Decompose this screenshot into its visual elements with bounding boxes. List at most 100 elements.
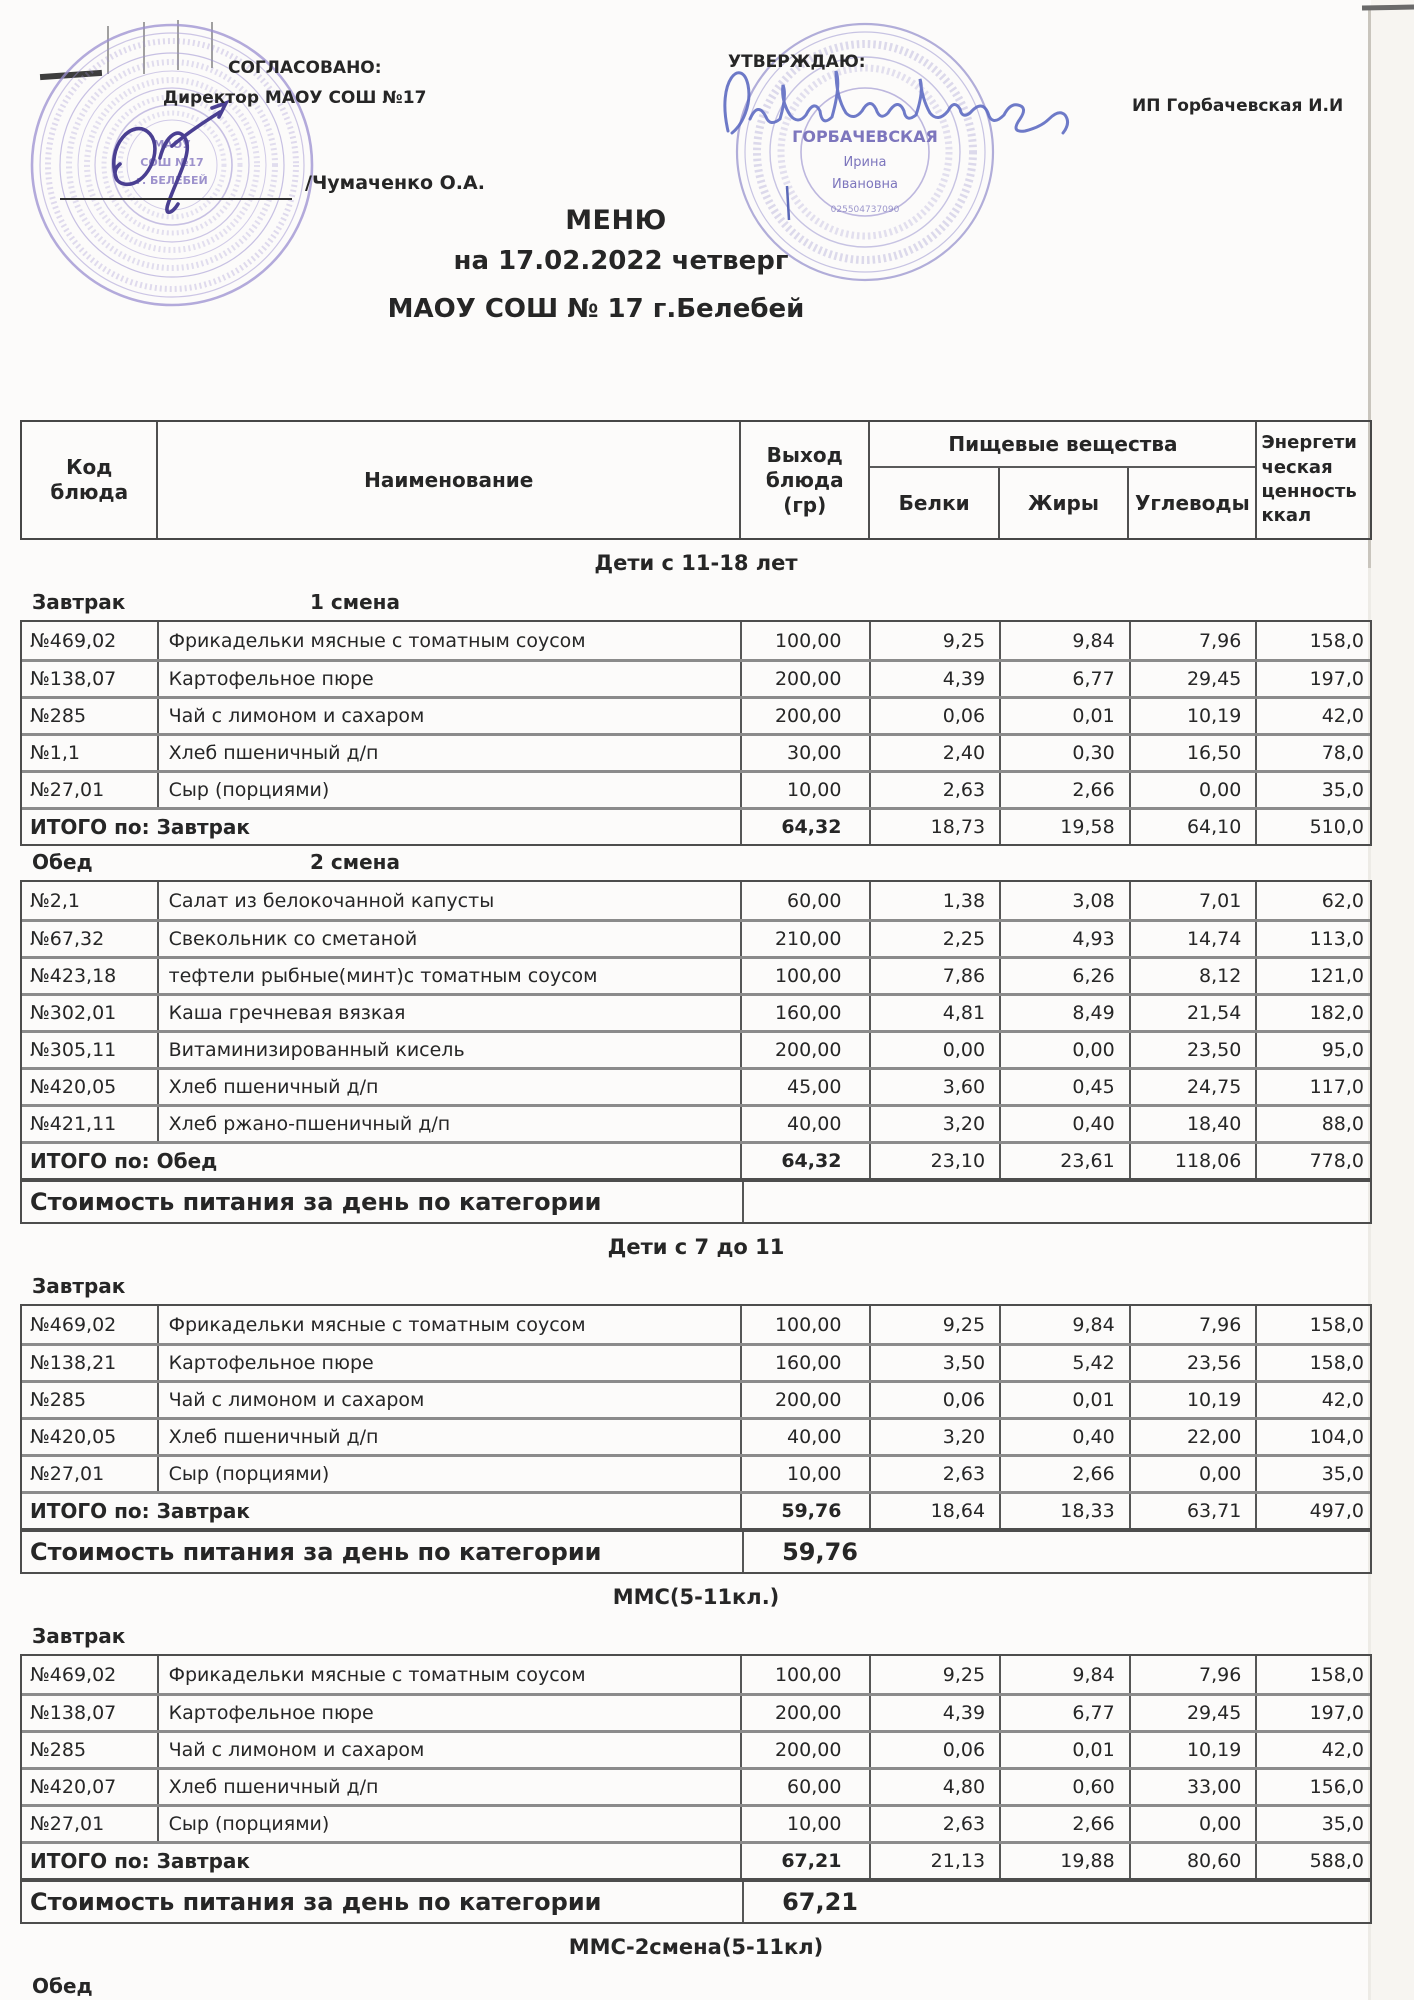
school-round-stamp: МАОУ СОШ №17 г. БЕЛЕБЕЙ — [30, 23, 314, 307]
table-row: №27,01 Сыр (порциями) 10,00 2,63 2,66 0,00 35,… — [22, 1454, 1370, 1491]
dish-protein: 3,50 — [871, 1346, 1002, 1380]
dish-protein: 4,39 — [871, 1696, 1002, 1730]
cost-row: Стоимость питания за день по категории 59… — [22, 1532, 1370, 1572]
dish-energy: 158,0 — [1309, 1352, 1364, 1374]
dish-energy: 35,0 — [1321, 1813, 1364, 1835]
category-band: ММС(5-11кл.) — [20, 1574, 1372, 1620]
meal-grid: №469,02 Фрикадельки мясные с томатным соу… — [20, 620, 1372, 846]
total-value: 510,0 — [1309, 816, 1364, 838]
dish-fat: 0,30 — [1001, 736, 1131, 770]
dish-protein: 0,06 — [871, 699, 1002, 733]
dish-protein: 3,60 — [871, 1070, 1002, 1104]
dish-fat: 2,66 — [1001, 1807, 1131, 1841]
dish-carbs: 24,75 — [1131, 1070, 1258, 1104]
dish-carbs: 7,96 — [1131, 1306, 1258, 1343]
dish-fat: 6,77 — [1001, 662, 1131, 696]
dish-protein: 4,81 — [871, 996, 1002, 1030]
dish-code: №420,05 — [22, 1420, 159, 1454]
dish-carbs: 0,00 — [1131, 773, 1258, 807]
dish-output: 200,00 — [742, 699, 872, 733]
dish-carbs: 23,50 — [1131, 1033, 1258, 1067]
dish-energy: 88,0 — [1321, 1113, 1364, 1135]
dish-carbs: 16,50 — [1131, 736, 1258, 770]
dish-carbs: 7,96 — [1131, 622, 1258, 659]
total-value: 64,32 — [742, 1144, 872, 1178]
dish-carbs: 22,00 — [1131, 1420, 1258, 1454]
director-name: /Чумаченко О.А. — [305, 172, 485, 194]
dish-name: Хлеб пшеничный д/п — [159, 1070, 742, 1104]
dish-protein: 9,25 — [871, 1306, 1002, 1343]
dish-code: №305,11 — [22, 1033, 159, 1067]
total-value: 21,13 — [871, 1844, 1002, 1878]
total-label: ИТОГО по: Завтрак — [22, 810, 742, 844]
cost-label: Стоимость питания за день по категории — [22, 1182, 744, 1222]
dish-energy: 113,0 — [1309, 928, 1364, 950]
scan-corner-line — [1361, 4, 1414, 11]
dish-output: 30,00 — [742, 736, 872, 770]
dish-code: №423,18 — [22, 959, 159, 993]
dish-output: 10,00 — [742, 1457, 872, 1491]
dish-energy: 117,0 — [1309, 1076, 1364, 1098]
dish-energy: 158,0 — [1309, 1663, 1364, 1686]
dish-energy: 95,0 — [1321, 1039, 1364, 1061]
table-row: №138,07 Картофельное пюре 200,00 4,39 6,77 29… — [22, 659, 1370, 696]
total-row: ИТОГО по: Завтрак 64,32 18,73 19,58 64,10 510… — [22, 807, 1370, 844]
meal-grid: №469,02 Фрикадельки мясные с томатным соу… — [20, 1654, 1372, 1880]
dish-code: №469,02 — [22, 1306, 159, 1343]
dish-output: 200,00 — [742, 1733, 872, 1767]
cost-value: 59,76 — [782, 1538, 858, 1566]
dish-code: №1,1 — [22, 736, 159, 770]
dish-output: 160,00 — [742, 996, 872, 1030]
dish-carbs: 10,19 — [1131, 699, 1258, 733]
dish-output: 160,00 — [742, 1346, 872, 1380]
total-value: 80,60 — [1131, 1844, 1258, 1878]
total-value: 18,64 — [871, 1494, 1002, 1528]
dish-fat: 4,93 — [1001, 922, 1131, 956]
dish-fat: 0,60 — [1001, 1770, 1131, 1804]
school-name: МАОУ СОШ № 17 г.Белебей — [387, 294, 805, 324]
scan-tick — [211, 22, 213, 68]
dish-output: 10,00 — [742, 773, 872, 807]
dish-name: тефтели рыбные(минт)с томатным соусом — [159, 959, 742, 993]
meal-band: Завтрак 1 смена — [20, 586, 1372, 620]
category-band: Дети с 7 до 11 — [20, 1224, 1372, 1270]
table-row: №469,02 Фрикадельки мясные с томатным соу… — [22, 1306, 1370, 1343]
dish-name: Витаминизированный кисель — [159, 1033, 742, 1067]
dish-output: 60,00 — [742, 1770, 872, 1804]
menu-table-body: Дети с 11-18 лет Завтрак 1 смена №469,02 Фри… — [20, 540, 1372, 2000]
header-carbs: Углеводы — [1134, 490, 1250, 515]
dish-code: №285 — [22, 1733, 159, 1767]
dish-fat: 8,49 — [1001, 996, 1131, 1030]
total-label: ИТОГО по: Обед — [22, 1144, 742, 1178]
table-row: №302,01 Каша гречневая вязкая 160,00 4,81 8,… — [22, 993, 1370, 1030]
cost-empty — [874, 1532, 1370, 1572]
entrepreneur-name: ИП Горбачевская И.И — [1132, 96, 1344, 116]
dish-name: Хлеб пшеничный д/п — [159, 1420, 742, 1454]
dish-protein: 3,20 — [871, 1107, 1002, 1141]
dish-code: №67,32 — [22, 922, 159, 956]
dish-output: 45,00 — [742, 1070, 872, 1104]
dish-protein: 2,63 — [871, 1457, 1002, 1491]
meal-band: Завтрак — [20, 1270, 1372, 1304]
cost-value — [744, 1182, 874, 1222]
header-code: Код блюда — [22, 422, 159, 538]
dish-name: Чай с лимоном и сахаром — [159, 1733, 742, 1767]
total-value: 19,58 — [1001, 810, 1131, 844]
dish-carbs: 10,19 — [1131, 1733, 1258, 1767]
dish-energy: 35,0 — [1321, 779, 1364, 801]
header-fat: Жиры — [1000, 468, 1130, 538]
total-value: 778,0 — [1309, 1150, 1364, 1172]
table-row: №138,07 Картофельное пюре 200,00 4,39 6,77 29… — [22, 1693, 1370, 1730]
meal-label: Завтрак — [32, 1624, 126, 1648]
total-value: 23,61 — [1001, 1144, 1131, 1178]
cost-value: 67,21 — [782, 1888, 858, 1916]
cost-grid: Стоимость питания за день по категории 59… — [20, 1530, 1372, 1574]
dish-carbs: 0,00 — [1131, 1807, 1258, 1841]
dish-carbs: 7,96 — [1131, 1656, 1258, 1693]
total-value: 588,0 — [1309, 1850, 1364, 1872]
table-row: №469,02 Фрикадельки мясные с томатным соу… — [22, 622, 1370, 659]
document-title: МЕНЮ — [565, 205, 667, 236]
dish-fat: 0,40 — [1001, 1107, 1131, 1141]
dish-protein: 2,40 — [871, 736, 1002, 770]
dish-protein: 9,25 — [871, 622, 1002, 659]
